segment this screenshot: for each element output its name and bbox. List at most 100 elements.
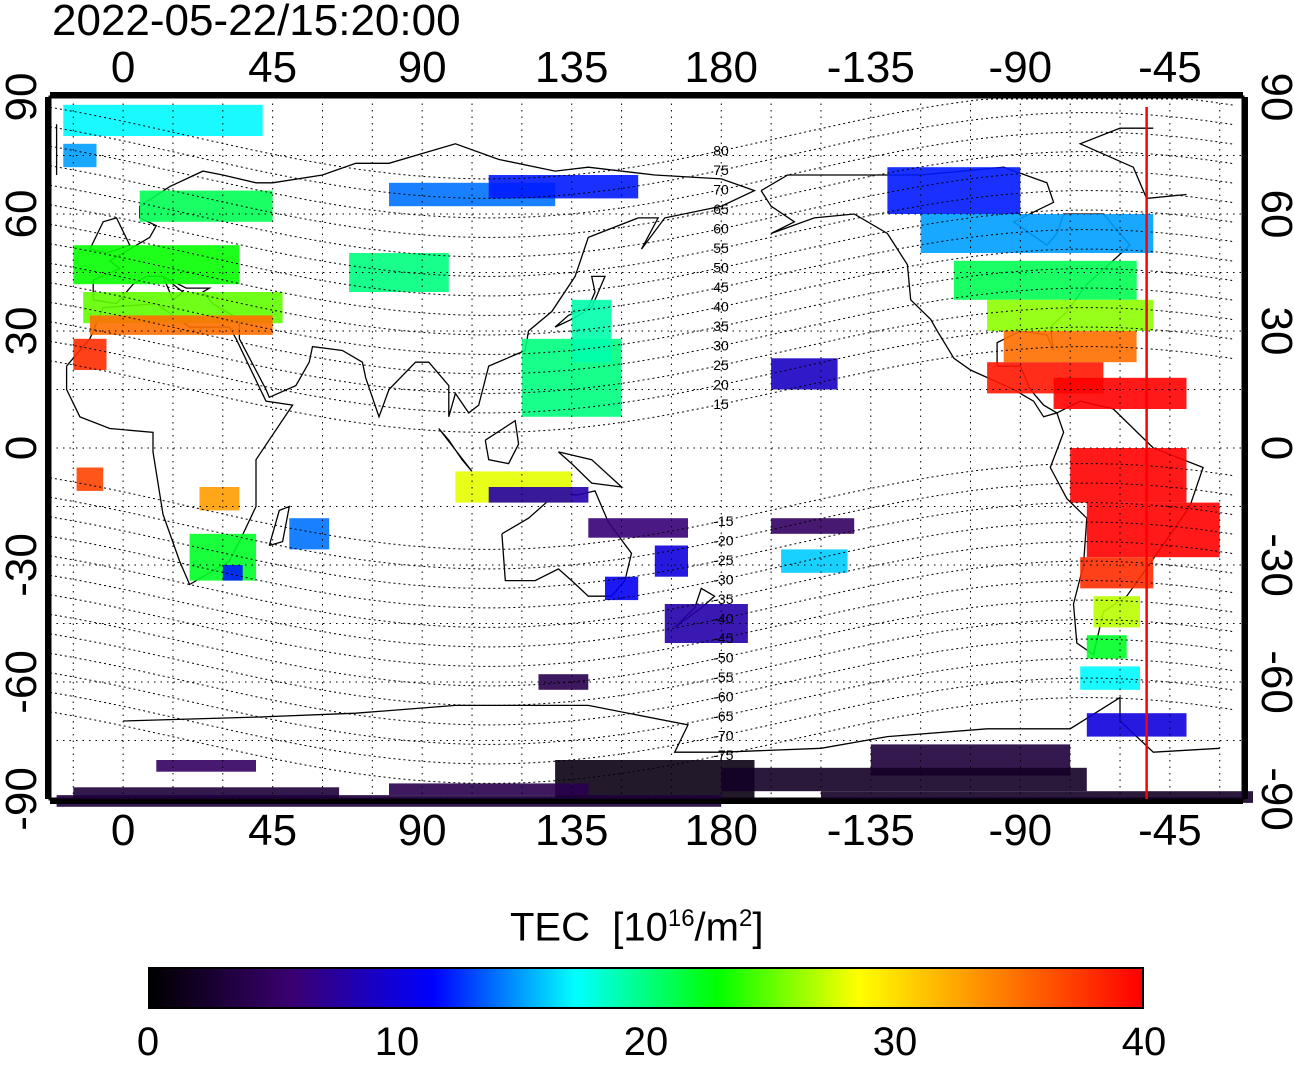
tec-patch-39	[1080, 666, 1140, 690]
bottom-axis-bar	[50, 799, 1243, 804]
magnetic-latitude-lines	[49, 98, 1234, 784]
tec-patch-0	[63, 104, 263, 136]
maglat-line	[49, 151, 1234, 238]
tec-patch-8	[199, 487, 240, 511]
tec-patch-1	[63, 143, 97, 168]
maglat-label: -60	[713, 689, 733, 705]
maglat-line	[49, 170, 1234, 258]
maglat-line	[49, 463, 1234, 550]
tec-patch-34	[1070, 448, 1187, 503]
right-axis-bar	[1243, 97, 1248, 799]
top-lon-label: -135	[827, 43, 915, 92]
tec-patch-40	[1086, 713, 1187, 737]
map-axes: 0 45 90 135 180 -135 -90 -45 0 45 90 135 180 -135 -90 -…	[0, 43, 1294, 855]
tec-patch-27	[887, 167, 1021, 214]
right-lat-label: 60	[1252, 190, 1294, 239]
maglat-label: 80	[713, 143, 729, 159]
maglat-line	[49, 229, 1234, 316]
top-lon-label: -90	[989, 43, 1053, 92]
colorbar-tick-label: 0	[136, 1020, 160, 1064]
maglat-line	[49, 307, 1234, 394]
maglat-line	[49, 209, 1234, 297]
colorbar	[148, 967, 1144, 1009]
maglat-line	[49, 541, 1234, 628]
tec-patch-6	[73, 338, 107, 370]
maglat-line	[49, 346, 1234, 433]
maglat-label: 15	[713, 396, 729, 412]
tec-patch-16	[571, 299, 612, 363]
top-lon-label: 45	[248, 43, 297, 92]
bottom-lon-label: 45	[248, 806, 297, 855]
maglat-line	[49, 112, 1234, 199]
tec-patch-3	[73, 245, 240, 285]
tec-patch-45	[389, 783, 589, 796]
left-lat-label: -60	[0, 650, 46, 714]
maglat-line	[49, 502, 1234, 589]
maglat-label: 65	[713, 201, 729, 217]
colorbar-tick-label: 20	[623, 1020, 669, 1064]
tec-patch-30	[987, 299, 1154, 331]
maglat-label: -40	[713, 611, 733, 627]
tec-patch-33	[1053, 377, 1187, 409]
coastline-8	[438, 428, 473, 472]
tec-patch-29	[953, 260, 1137, 300]
tec-patch-9	[76, 467, 104, 491]
colorbar-title: TEC [1016/m2]	[510, 905, 764, 950]
maglat-label: 25	[713, 357, 729, 373]
maglat-label: -75	[713, 747, 733, 763]
tec-patch-48	[156, 760, 256, 772]
maglat-line	[49, 268, 1234, 355]
maglat-label: -65	[713, 708, 733, 724]
tec-patch-19	[588, 518, 688, 538]
maglat-label: 30	[713, 338, 729, 354]
maglat-line	[49, 190, 1234, 277]
maglat-line	[49, 131, 1234, 219]
right-lat-label: 30	[1252, 307, 1294, 356]
tec-patch-24	[771, 518, 855, 534]
bottom-lon-label: -45	[1138, 806, 1202, 855]
maglat-line	[49, 677, 1234, 765]
colorbar-tick-label: 10	[374, 1020, 420, 1064]
right-lat-label: 90	[1252, 73, 1294, 122]
maglat-line	[49, 248, 1234, 336]
top-lon-label: -45	[1138, 43, 1202, 92]
maglat-line	[49, 658, 1234, 745]
maglat-line	[49, 98, 1234, 180]
maglat-line	[49, 697, 1234, 784]
colorbar-tick-label: 30	[872, 1020, 918, 1064]
bottom-lon-label: 90	[398, 806, 447, 855]
top-lon-label: 135	[535, 43, 608, 92]
maglat-label: 70	[713, 182, 729, 198]
tec-patch-38	[1086, 635, 1127, 659]
bottom-lon-label: -135	[827, 806, 915, 855]
maglat-label: -35	[713, 591, 733, 607]
maglat-label: 75	[713, 162, 729, 178]
tec-patch-5	[89, 315, 273, 335]
maglat-label: 35	[713, 318, 729, 334]
maglat-label: -50	[713, 650, 733, 666]
tec-patch-46	[73, 787, 340, 799]
top-lon-label: 0	[111, 43, 135, 92]
tec-patch-23	[538, 674, 589, 690]
maglat-label: 40	[713, 299, 729, 315]
tec-patch-35	[1086, 502, 1220, 558]
tec-patch-43	[721, 767, 1087, 792]
left-lat-label: -90	[0, 767, 46, 831]
magnetic-latitude-labels: 80 75 70 65 60 55 50 45 40 35 30 25 20 15 -15 -20 -25 -30…	[713, 143, 733, 764]
bottom-lon-label: -90	[989, 806, 1053, 855]
maglat-line	[49, 638, 1234, 726]
maglat-label: -20	[713, 533, 733, 549]
coastline-10	[557, 451, 624, 488]
tec-patch-26	[771, 358, 838, 390]
tec-patch-14	[488, 175, 639, 199]
tec-patch-21	[605, 576, 639, 601]
tec-map: 80 75 70 65 60 55 50 45 40 35 30 25 20 15 -15 -20 -25 -30…	[0, 43, 1294, 855]
right-lat-label: -60	[1252, 650, 1294, 714]
graticule-grid	[50, 96, 1243, 800]
maglat-label: 60	[713, 221, 729, 237]
maglat-line	[49, 580, 1234, 667]
top-lon-label: 180	[685, 43, 758, 92]
maglat-line	[49, 619, 1234, 706]
right-lat-label: -30	[1252, 533, 1294, 597]
maglat-label: -70	[713, 728, 733, 744]
